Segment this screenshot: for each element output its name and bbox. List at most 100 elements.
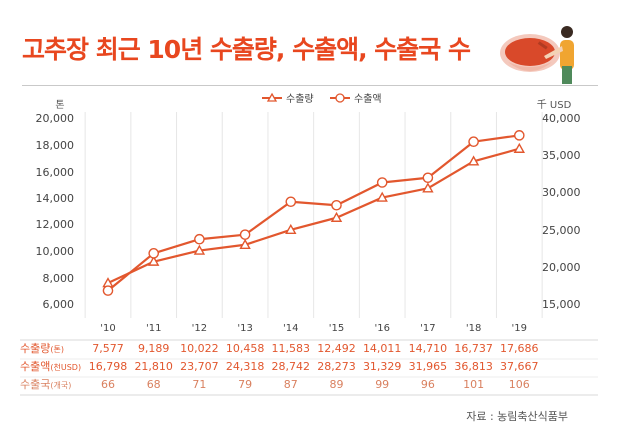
data-point-circle [194, 233, 205, 245]
table-cell: 37,667 [500, 360, 539, 373]
table-cell: 28,273 [317, 360, 356, 373]
table-cell: 14,011 [363, 342, 402, 355]
row-label-count-unit: (개국) [50, 380, 71, 390]
left-tick: 8,000 [43, 272, 75, 285]
row-label-volume-unit: (톤) [50, 345, 64, 354]
right-tick: 40,000 [542, 112, 581, 125]
data-point-circle [514, 130, 525, 141]
left-tick: 16,000 [36, 166, 75, 179]
legend-circle-marker [335, 93, 345, 103]
table-cell: 10,458 [226, 342, 265, 355]
series-layer [102, 130, 525, 296]
table-cell: 16,737 [454, 342, 493, 355]
data-point-triangle [285, 223, 297, 235]
left-tick: 10,000 [36, 245, 75, 258]
row-label-count: 수출국(개국) [20, 378, 71, 391]
table-cell: 11,583 [272, 342, 311, 355]
row-label-value-unit: (천USD) [50, 362, 81, 372]
data-point-triangle [467, 155, 480, 166]
right-tick: 35,000 [542, 149, 581, 162]
person-arm [544, 46, 563, 59]
bowl-base [508, 62, 552, 71]
table-cell: 66 [101, 378, 115, 391]
table-cell: 9,189 [138, 342, 170, 355]
left-tick: 12,000 [36, 218, 75, 231]
legend-label-value: 수출액 [354, 93, 382, 105]
spoon [537, 41, 548, 50]
table-cell: 101 [463, 378, 484, 391]
table-cell: 14,710 [409, 342, 448, 355]
data-point-triangle [422, 182, 434, 193]
data-point-triangle [148, 255, 160, 266]
legend-label-volume: 수출량 [286, 93, 314, 105]
gridlines [84, 112, 543, 318]
x-tick-label: '13 [237, 323, 252, 334]
legend-triangle-marker [266, 92, 278, 102]
person-body [560, 40, 574, 70]
table-cell: 71 [192, 378, 206, 391]
data-point-circle [239, 229, 251, 240]
row-label-value-text: 수출액 [20, 360, 50, 373]
series-line-value [107, 134, 520, 292]
left-tick: 6,000 [43, 298, 75, 311]
right-tick: 20,000 [542, 261, 581, 274]
data-table: 7,577 9,189 10,022 10,458 11,583 12,492 14,011… [20, 339, 598, 396]
data-point-circle [102, 285, 114, 296]
table-cell: 68 [147, 378, 161, 391]
right-tick: 15,000 [542, 298, 581, 311]
x-tick-label: '19 [512, 323, 527, 334]
left-axis-unit: 톤 [55, 99, 64, 111]
source-note: 자료 : 농림축산식품부 [466, 410, 568, 423]
table-cell: 21,810 [134, 360, 173, 373]
table-cell: 12,492 [317, 342, 356, 355]
row-label-value: 수출액(천USD) [20, 360, 81, 373]
table-cell: 89 [330, 378, 344, 391]
table-cell: 99 [375, 378, 389, 391]
x-tick-label: '18 [466, 323, 481, 334]
data-point-circle [148, 248, 159, 259]
row-label-volume-text: 수출량 [20, 342, 50, 355]
table-cell: 96 [421, 378, 435, 391]
table-cell: 24,318 [226, 360, 265, 373]
x-tick-label: '12 [192, 323, 207, 334]
table-cell: 31,329 [363, 360, 402, 373]
title-divider [22, 85, 598, 86]
data-point-triangle [513, 142, 525, 153]
right-axis-ticks: 40,000 35,000 30,000 25,000 20,000 15,00… [542, 112, 581, 311]
x-tick-label: '10 [100, 323, 115, 334]
x-tick-label: '16 [374, 323, 389, 334]
table-cell: 79 [238, 378, 252, 391]
person-head [561, 26, 573, 38]
table-cell: 23,707 [180, 360, 219, 373]
table-cell: 10,022 [180, 342, 219, 355]
x-tick-label: '15 [329, 323, 344, 334]
x-tick-label: '17 [420, 323, 435, 334]
table-cell: 17,686 [500, 342, 539, 355]
person-legs [562, 66, 572, 84]
data-point-circle [331, 199, 342, 211]
table-cell: 31,965 [409, 360, 448, 373]
x-tick-label: '14 [283, 323, 298, 334]
table-cell: 87 [284, 378, 298, 391]
right-tick: 25,000 [542, 224, 581, 237]
row-label-count-text: 수출국 [20, 378, 50, 391]
data-point-circle [285, 196, 297, 208]
table-row-labels: 수출량(톤) 수출액(천USD) 수출국(개국) [20, 342, 81, 391]
data-point-triangle [330, 211, 343, 222]
table-cell: 28,742 [272, 360, 311, 373]
chart-title: 고추장 최근 10년 수출량, 수출액, 수출국 수 [22, 35, 471, 64]
data-point-circle [376, 177, 388, 188]
data-point-triangle [193, 244, 206, 255]
right-axis-unit: 千 USD [537, 99, 572, 111]
x-tick-label: '11 [146, 323, 161, 334]
left-tick: 20,000 [36, 112, 75, 125]
data-point-circle [468, 136, 479, 148]
data-point-triangle [239, 238, 251, 249]
right-tick: 30,000 [542, 186, 581, 199]
gochujang-illustration [500, 26, 574, 84]
row-label-volume: 수출량(톤) [20, 342, 64, 355]
left-tick: 14,000 [36, 192, 75, 205]
data-point-triangle [376, 191, 388, 202]
legend: 수출량 수출액 [262, 92, 382, 105]
